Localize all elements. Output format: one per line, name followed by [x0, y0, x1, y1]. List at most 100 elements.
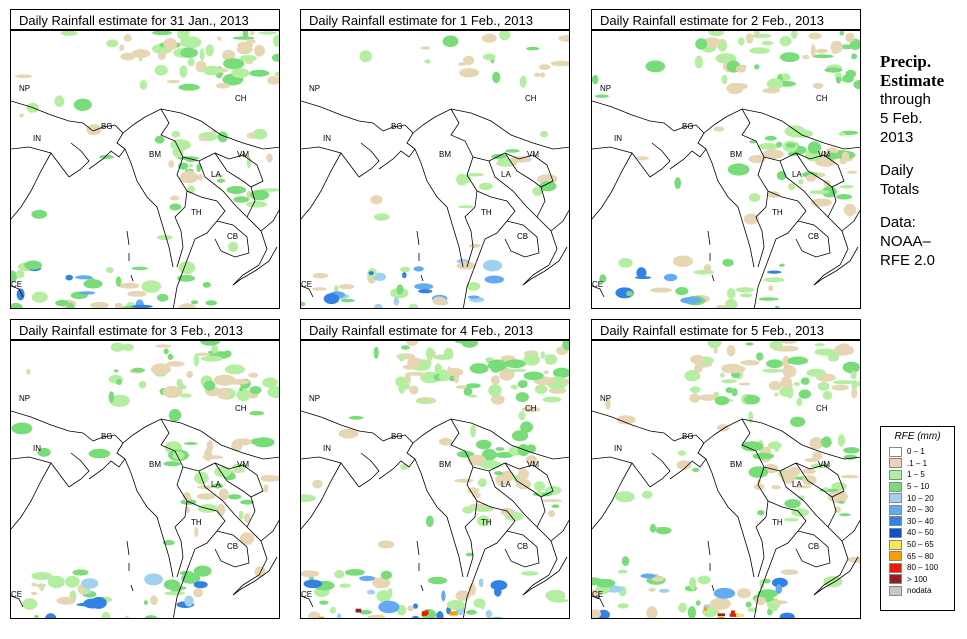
rain-area: [372, 577, 391, 589]
rain-area: [11, 422, 33, 435]
rain-area: [517, 468, 529, 480]
rain-area: [841, 151, 850, 163]
rain-area: [312, 479, 323, 489]
rain-area: [675, 287, 689, 296]
rain-area: [469, 363, 489, 374]
rain-area: [250, 31, 255, 36]
rain-area: [339, 583, 351, 588]
rain-area: [781, 470, 796, 481]
rain-area: [707, 341, 722, 349]
rain-area: [456, 450, 474, 458]
country-border: [649, 142, 671, 178]
rain-area: [139, 80, 148, 90]
rain-area: [831, 384, 849, 391]
rain-area: [838, 132, 846, 136]
country-border: [182, 152, 264, 188]
rain-area: [538, 64, 551, 70]
rain-area: [407, 605, 414, 612]
rain-area: [784, 499, 801, 509]
rain-area: [106, 39, 119, 48]
rain-area: [166, 361, 185, 367]
rain-area: [420, 46, 431, 50]
country-border: [124, 458, 174, 578]
country-border: [378, 434, 416, 480]
rain-area: [853, 79, 860, 90]
country-border: [522, 556, 568, 596]
country-label-ch: CH: [816, 94, 828, 103]
rain-area: [180, 393, 192, 398]
rain-area: [211, 344, 219, 354]
heavy-rain-area: [703, 607, 707, 611]
rain-area: [837, 500, 845, 504]
rain-area: [491, 617, 499, 618]
rain-area: [811, 54, 834, 59]
rain-area: [806, 368, 826, 377]
rain-area: [462, 506, 474, 514]
rain-area: [512, 430, 529, 442]
rain-area: [439, 437, 453, 446]
rain-area: [558, 34, 569, 42]
map-svg: NP IN BG BM CH VM LA TH CB CE: [11, 341, 279, 618]
rain-area: [808, 32, 822, 40]
rain-area: [402, 272, 407, 279]
rain-area: [741, 441, 764, 452]
country-border: [462, 190, 516, 308]
rain-area: [138, 381, 147, 389]
rain-area: [717, 424, 730, 432]
rain-area: [783, 517, 799, 522]
rain-area: [124, 615, 129, 618]
rain-area: [359, 610, 372, 615]
rain-area: [738, 37, 745, 46]
panel-title: Daily Rainfall estimate for 5 Feb., 2013: [591, 319, 861, 340]
rain-area: [249, 411, 264, 416]
rain-area: [516, 478, 531, 490]
rain-area: [810, 44, 816, 57]
panel-title: Daily Rainfall estimate for 3 Feb., 2013: [10, 319, 280, 340]
country-label-ch: CH: [235, 94, 247, 103]
rain-area: [267, 76, 279, 85]
rain-area: [461, 341, 478, 348]
rain-area: [446, 600, 465, 610]
country-label-ch: CH: [235, 404, 247, 413]
caption-data: Data:: [880, 214, 916, 231]
country-border: [753, 500, 807, 618]
rain-area: [727, 163, 750, 176]
country-label-bg: BG: [682, 122, 694, 131]
rain-area: [180, 47, 198, 58]
country-border: [705, 458, 755, 578]
rain-area: [832, 380, 855, 385]
legend-item: 50 – 65: [881, 539, 954, 551]
country-border: [504, 530, 540, 568]
rain-area: [697, 575, 711, 585]
rain-area: [366, 589, 376, 595]
legend-swatch: [889, 469, 902, 480]
rain-area: [249, 189, 270, 201]
rain-area: [226, 186, 247, 194]
side-caption: Precip. Estimate through 5 Feb. 2013 Dai…: [880, 52, 944, 270]
rain-area: [466, 609, 477, 615]
rain-area: [47, 575, 65, 589]
rain-area: [223, 350, 232, 358]
rain-area: [802, 54, 810, 60]
rain-area: [143, 600, 148, 605]
rain-area: [24, 260, 42, 270]
country-label-bg: BG: [682, 432, 694, 441]
rain-area: [156, 234, 173, 241]
rain-area: [245, 201, 268, 208]
rain-area: [689, 386, 701, 394]
country-border: [358, 452, 380, 488]
country-border: [11, 456, 70, 488]
country-border: [301, 456, 360, 488]
rain-area: [271, 53, 279, 62]
country-label-vm: VM: [237, 150, 249, 159]
rain-area: [747, 607, 758, 613]
rain-area: [510, 384, 518, 390]
rain-area: [308, 611, 321, 618]
country-label-la: LA: [501, 170, 511, 179]
country-border: [741, 418, 860, 460]
country-border: [795, 152, 837, 218]
rain-area: [767, 270, 782, 274]
country-border: [669, 434, 707, 480]
country-border: [68, 142, 90, 178]
country-border: [703, 108, 769, 268]
